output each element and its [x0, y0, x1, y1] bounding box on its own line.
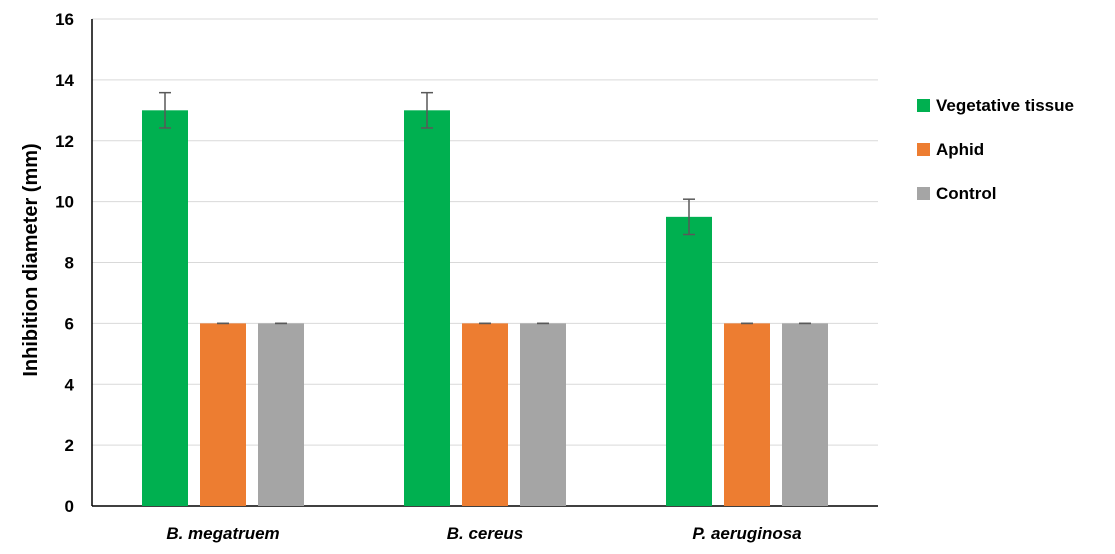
legend-label: Aphid [936, 140, 984, 159]
bars [142, 110, 828, 506]
legend-item: Vegetative tissue [917, 96, 1074, 115]
bar-vegetative-tissue [666, 216, 712, 506]
bar-control [520, 323, 566, 506]
error-bar [683, 198, 695, 236]
legend-item: Control [917, 184, 996, 203]
legend-item: Aphid [917, 140, 984, 159]
y-tick-label: 8 [65, 254, 74, 273]
y-tick-label: 2 [65, 436, 74, 455]
bar-vegetative-tissue [142, 110, 188, 506]
legend-swatch [917, 143, 930, 156]
y-tick-label: 0 [65, 497, 74, 516]
x-tick-label: P. aeruginosa [692, 524, 801, 543]
legend-swatch [917, 187, 930, 200]
y-tick-label: 14 [55, 71, 74, 90]
y-axis-title: Inhibition diameter (mm) [20, 143, 42, 376]
error-bars [159, 91, 811, 325]
tick-labels: 0 2 4 6 8 10 12 14 16 B. megatruem B. cereus P. aer… [55, 10, 802, 543]
legend: Vegetative tissue Aphid Control [917, 96, 1074, 203]
y-tick-label: 10 [55, 193, 74, 212]
bar-aphid [200, 323, 246, 506]
legend-label: Control [936, 184, 996, 203]
error-bar [159, 91, 171, 129]
bar-aphid [724, 323, 770, 506]
bar-control [258, 323, 304, 506]
bar-aphid [462, 323, 508, 506]
y-tick-label: 4 [65, 375, 75, 394]
legend-swatch [917, 99, 930, 112]
y-tick-label: 16 [55, 10, 74, 29]
x-tick-label: B. megatruem [166, 524, 279, 543]
legend-label: Vegetative tissue [936, 96, 1074, 115]
bar-control [782, 323, 828, 506]
y-tick-label: 6 [65, 314, 74, 333]
x-tick-label: B. cereus [447, 524, 524, 543]
y-tick-label: 12 [55, 132, 74, 151]
error-bar [421, 91, 433, 129]
bar-vegetative-tissue [404, 110, 450, 506]
